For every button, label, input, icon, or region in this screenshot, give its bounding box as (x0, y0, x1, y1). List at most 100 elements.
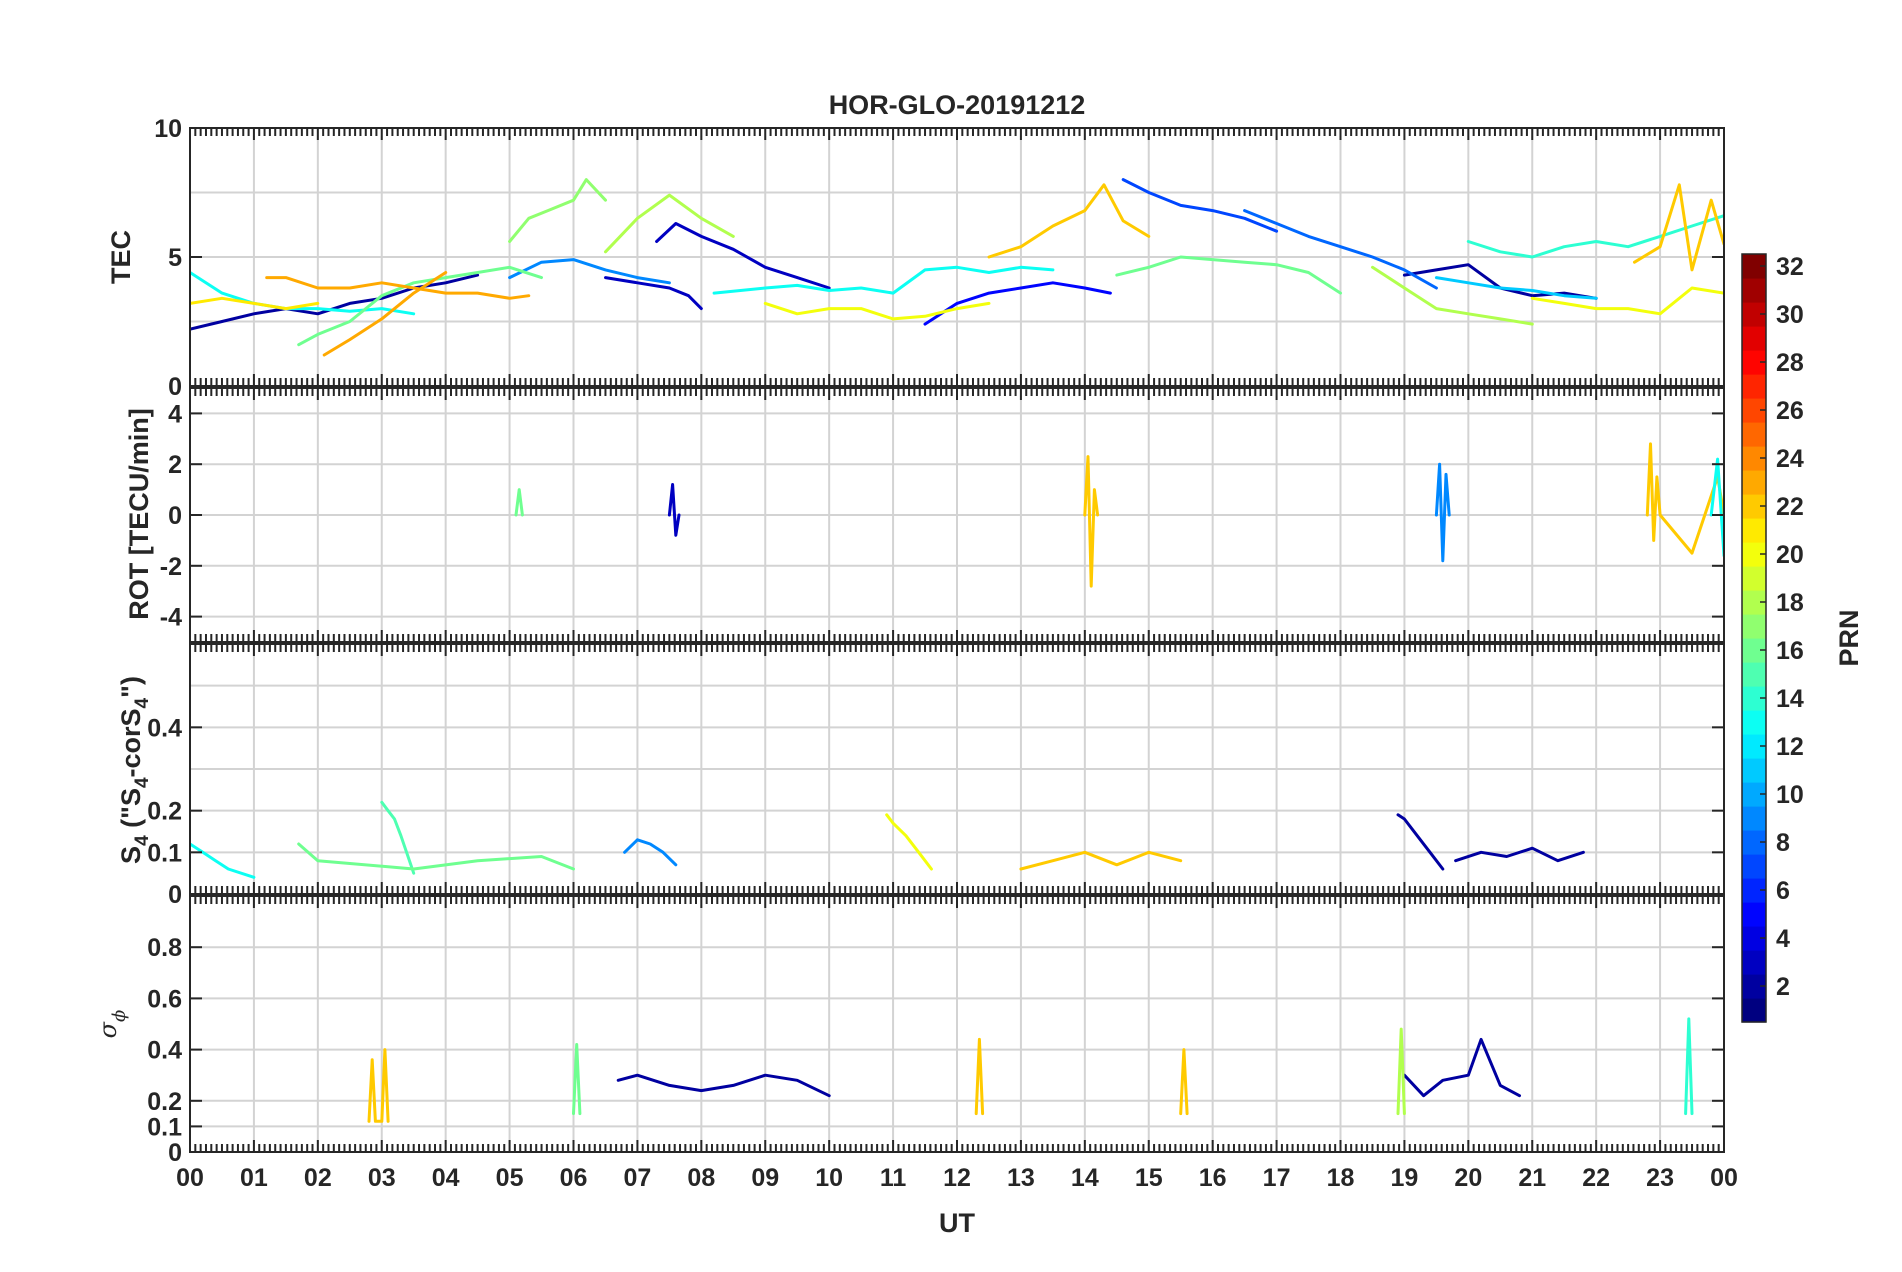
rot-ytick-label: 0 (168, 502, 182, 530)
rot-axes-frame (189, 387, 1725, 643)
tec-series-prn-20 (763, 301, 991, 321)
x-tick-label: 04 (432, 1164, 460, 1192)
sigphi-ytick-label: 0.4 (147, 1037, 182, 1065)
colorbar-tick-label: 24 (1776, 445, 1804, 473)
tec-ytick-label: 0 (168, 373, 182, 401)
tec-series-prn-16 (1115, 255, 1342, 295)
x-tick-label: 05 (496, 1164, 524, 1192)
colorbar-band (1742, 374, 1766, 399)
s4-ytick-labels: 0 0.1 0.2 0.4 (147, 714, 182, 909)
tec-series (190, 178, 1724, 357)
colorbar-band (1742, 566, 1766, 591)
sigphi-series-prn-18 (1396, 1027, 1406, 1116)
x-tick-labels: 00 01 02 03 04 05 06 07 08 09 10 11 12 13 14 15 16 17 18 19… (176, 1164, 1738, 1192)
x-tick-label: 01 (240, 1164, 268, 1192)
sigphi-panel: 00.10.2 0.4 0.6 0.8 σϕ (94, 895, 1725, 1167)
colorbar-tick-label: 4 (1776, 925, 1790, 953)
colorbar-band (1742, 806, 1766, 831)
colorbar-bands (1742, 254, 1766, 1023)
sigphi-axes-frame (189, 895, 1725, 1153)
s4-ylabel: S4 ("S4-corS4") (116, 676, 153, 864)
colorbar-band (1742, 902, 1766, 927)
s4-ylabel-sub3: 4 (132, 697, 153, 708)
s4-ytick-label: 0 (168, 881, 182, 909)
x-tick-label: 15 (1135, 1164, 1163, 1192)
colorbar-tick-label: 6 (1776, 877, 1790, 905)
s4-series-prn-16 (297, 842, 575, 871)
colorbar-band (1742, 278, 1766, 303)
x-tick-label: 20 (1454, 1164, 1482, 1192)
x-tick-label: 23 (1646, 1164, 1674, 1192)
colorbar-tick-label: 30 (1776, 301, 1804, 329)
tec-series-prn-17 (508, 178, 607, 243)
tec-series-prn-5 (923, 281, 1112, 326)
sigphi-ticks (189, 896, 1725, 1153)
x-tick-label: 13 (1007, 1164, 1035, 1192)
sigphi-series-prn-22 (1179, 1048, 1189, 1116)
s4-ytick-label: 0.1 (147, 839, 182, 867)
s4-grid (189, 644, 1725, 894)
rot-ticks (189, 388, 1725, 642)
colorbar-tick-label: 20 (1776, 541, 1804, 569)
s4-ylabel-main: S (116, 846, 146, 864)
s4-series-prn-15 (380, 800, 416, 875)
s4-series-prn-22 (1019, 850, 1183, 871)
rot-series-prn-3 (667, 483, 681, 537)
sigphi-series-prn-2 (616, 1073, 831, 1098)
colorbar-band (1742, 614, 1766, 639)
colorbar-tick-label: 2 (1776, 973, 1790, 1001)
s4-series-prn-20 (885, 813, 933, 871)
colorbar-tick-label: 26 (1776, 397, 1804, 425)
sigphi-ytick-label: 0 (168, 1139, 182, 1167)
colorbar-tick-label: 14 (1776, 685, 1804, 713)
sigphi-series-prn-14 (1684, 1017, 1694, 1116)
s4-series-prn-2 (1396, 813, 1445, 871)
s4-ylabel-sub: 4 (132, 835, 153, 846)
x-tick-label: 07 (624, 1164, 652, 1192)
sigphi-ytick-label: 0.2 (147, 1088, 182, 1116)
rot-ytick-label: 4 (168, 400, 182, 428)
tec-series-prn-23 (265, 276, 531, 300)
tec-series-prn-21 (190, 296, 320, 311)
colorbar-band (1742, 998, 1766, 1023)
tec-axes-frame (189, 127, 1725, 387)
s4-ylabel-sub2: 4 (132, 777, 153, 788)
tec-series-prn-20 (1530, 286, 1724, 316)
colorbar-tick-label: 22 (1776, 493, 1804, 521)
colorbar-frame (1741, 253, 1767, 1023)
x-tick-label: 10 (815, 1164, 843, 1192)
s4-series-prn-13 (190, 842, 256, 879)
tec-ticks (189, 127, 1725, 387)
colorbar-tick-label: 8 (1776, 829, 1790, 857)
rot-series-prn-16 (514, 488, 524, 517)
colorbar-label: PRN (1834, 609, 1864, 666)
x-tick-label: 03 (368, 1164, 396, 1192)
tec-series-prn-22 (987, 183, 1151, 259)
sigphi-series-prn-22 (974, 1037, 985, 1116)
tec-series-prn-9 (508, 258, 671, 285)
x-axis-label: UT (939, 1208, 975, 1238)
colorbar-tick-label: 16 (1776, 637, 1804, 665)
sigphi-series (367, 1017, 1694, 1123)
colorbar-band (1742, 662, 1766, 687)
x-tick-label: 06 (560, 1164, 588, 1192)
tec-series-prn-16 (297, 265, 543, 347)
s4-ylabel-paren: ("S (116, 788, 146, 835)
tec-series-prn-18 (604, 193, 735, 254)
rot-series-prn-9 (1434, 462, 1451, 563)
x-tick-label: 22 (1582, 1164, 1610, 1192)
colorbar-band (1742, 758, 1766, 783)
rot-ytick-label: -2 (160, 553, 182, 581)
rot-panel: -4 -2 0 2 4 ROT [TECU/min] (124, 387, 1725, 643)
s4-axes-frame (189, 643, 1725, 895)
tec-series-prn-23 (322, 271, 448, 357)
tec-ylabel: TEC (106, 230, 136, 284)
tec-ytick-label: 10 (154, 115, 182, 143)
colorbar-tick-label: 32 (1776, 253, 1804, 281)
rot-series (514, 442, 1724, 588)
x-tick-label: 17 (1263, 1164, 1291, 1192)
tec-series-prn-13 (712, 265, 1055, 295)
colorbar-band (1742, 854, 1766, 879)
